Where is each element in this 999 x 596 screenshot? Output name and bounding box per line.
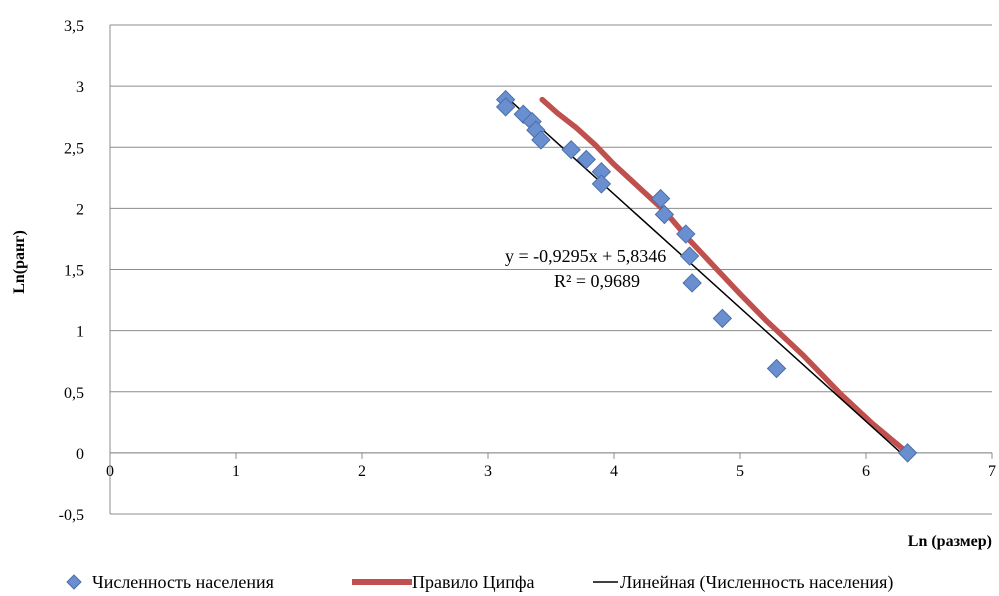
y-tick-label: 3,5 bbox=[64, 18, 84, 35]
x-tick-label: 2 bbox=[358, 463, 366, 480]
y-tick-label: 2 bbox=[76, 201, 84, 218]
legend: Численность населения Правило Ципфа Лине… bbox=[66, 572, 893, 593]
data-point-diamond bbox=[712, 308, 733, 329]
trend-equation: y = -0,9295x + 5,8346 bbox=[505, 246, 666, 266]
zipf-rule-line bbox=[539, 96, 911, 456]
x-tick-label: 7 bbox=[988, 463, 996, 480]
legend-item-population: Численность населения bbox=[66, 572, 274, 592]
data-point-diamond bbox=[766, 358, 787, 379]
y-tick-label: -0,5 bbox=[59, 507, 84, 524]
data-point-diamond bbox=[576, 149, 596, 170]
legend-item-trend: Линейная (Численность населения) bbox=[593, 572, 893, 593]
data-point-diamond bbox=[650, 188, 671, 209]
y-tick-label: 1,5 bbox=[64, 263, 84, 280]
x-tick-label: 3 bbox=[484, 463, 492, 480]
axes bbox=[109, 25, 992, 514]
x-axis-title: Ln (размер) bbox=[908, 533, 992, 550]
legend-item-zipf: Правило Ципфа bbox=[352, 572, 535, 592]
zipf-rule-series bbox=[539, 96, 911, 456]
x-tick-label: 5 bbox=[736, 463, 744, 480]
data-point-diamond bbox=[679, 246, 700, 266]
data-point-diamond bbox=[531, 130, 551, 150]
y-tick-label: 3 bbox=[76, 79, 84, 96]
legend-label-zipf: Правило Ципфа bbox=[412, 572, 535, 592]
x-tick-label: 1 bbox=[232, 463, 240, 480]
y-axis-ticks: -0,5 0 0,5 1 1,5 2 2,5 3 3,5 bbox=[59, 18, 84, 524]
data-point-diamond bbox=[591, 174, 612, 194]
x-tick-label: 6 bbox=[862, 463, 870, 480]
x-axis-ticks: 0 1 2 3 4 5 6 7 bbox=[106, 452, 996, 480]
population-series bbox=[495, 89, 918, 463]
data-point-diamond bbox=[897, 443, 918, 463]
x-tick-label: 4 bbox=[610, 463, 618, 480]
data-point-diamond bbox=[513, 104, 533, 124]
data-point-diamond bbox=[561, 139, 581, 160]
y-tick-label: 2,5 bbox=[64, 140, 84, 157]
data-point-diamond bbox=[682, 273, 702, 293]
y-tick-label: 0,5 bbox=[64, 385, 84, 402]
y-tick-label: 0 bbox=[76, 446, 84, 463]
trend-r2: R² = 0,9689 bbox=[554, 271, 640, 291]
legend-diamond-marker bbox=[66, 574, 82, 590]
grid-lines bbox=[110, 24, 992, 515]
data-point-diamond bbox=[676, 224, 696, 244]
data-point-diamond bbox=[495, 97, 516, 117]
legend-label-population: Численность населения bbox=[92, 572, 274, 592]
y-tick-label: 1 bbox=[76, 324, 84, 341]
data-point-diamond bbox=[654, 204, 675, 225]
y-axis-title: Ln(ранг) bbox=[11, 230, 28, 294]
legend-label-trend: Линейная (Численность населения) bbox=[620, 572, 893, 593]
x-tick-label: 0 bbox=[106, 463, 114, 480]
